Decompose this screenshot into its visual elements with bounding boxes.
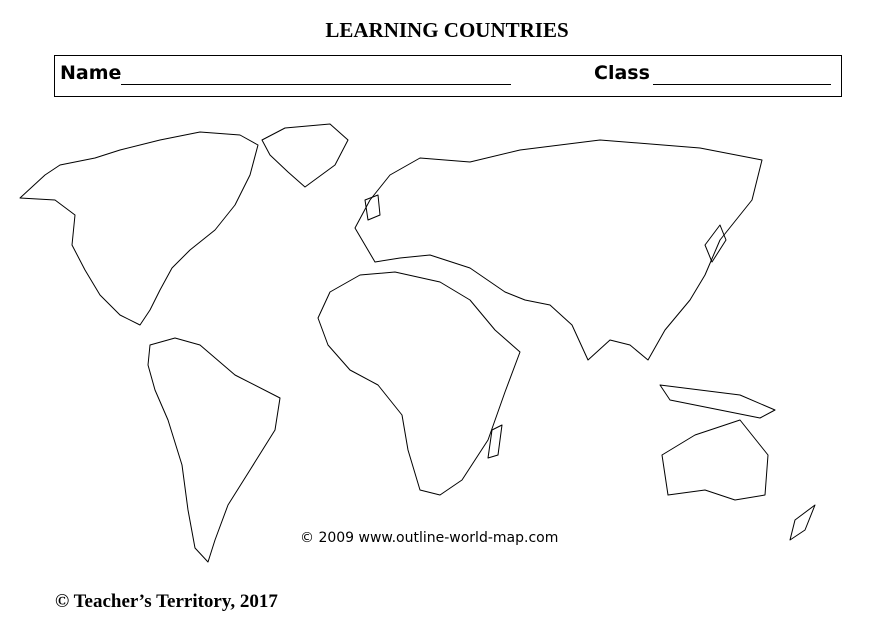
japan xyxy=(704,224,727,263)
uk xyxy=(364,194,381,221)
eurasia xyxy=(354,139,763,361)
name-line xyxy=(121,84,511,85)
name-label: Name xyxy=(60,62,122,84)
australia xyxy=(661,419,769,501)
title: LEARNING COUNTRIES xyxy=(325,18,569,42)
class-line xyxy=(653,84,831,85)
footer-copyright: © Teacher’s Territory, 2017 xyxy=(55,591,278,612)
new-zealand xyxy=(789,504,816,541)
form-box: Name Class xyxy=(54,55,842,97)
greenland xyxy=(261,123,349,188)
north-america xyxy=(19,131,259,326)
class-label: Class xyxy=(594,62,650,84)
indonesia xyxy=(659,384,776,419)
map-credit: © 2009 www.outline-world-map.com xyxy=(300,530,559,546)
africa xyxy=(317,271,521,496)
south-america xyxy=(147,337,281,563)
madagascar xyxy=(487,424,503,459)
